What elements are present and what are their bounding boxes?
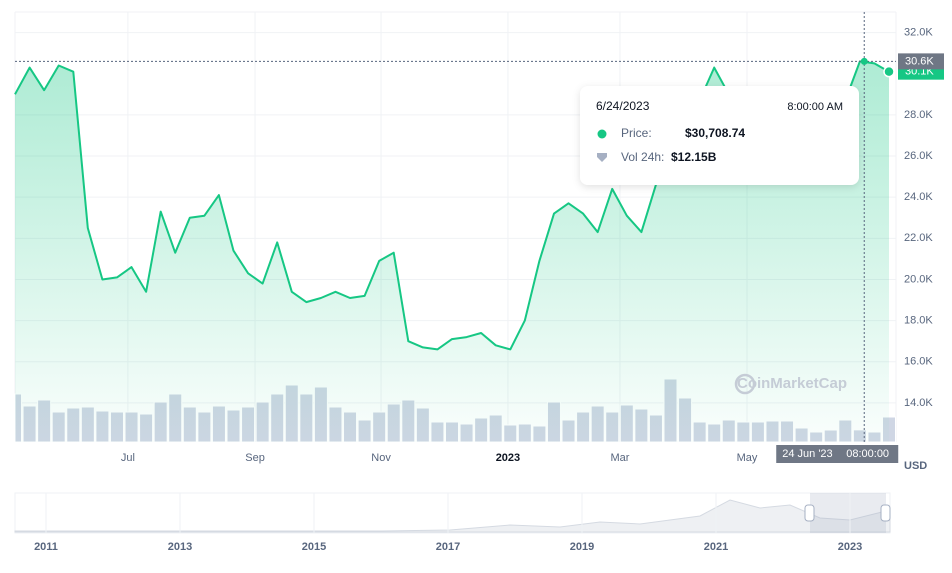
axes: 14.0K 16.0K 18.0K 20.0K 22.0K 24.0K 26.0K 28.0K… [121,26,944,464]
navigator-year: 2021 [704,541,728,553]
navigator-handle[interactable] [804,504,815,522]
y-tick-label: 26.0K [904,150,933,162]
tooltip-price: $30,708.74 [685,126,745,140]
navigator-year: 2015 [302,541,326,553]
crosshair-date-label: 24 Jun '23 [782,448,832,460]
crosshair-dot [860,57,868,65]
tooltip-price-dot [597,129,607,139]
y-tick-label: 18.0K [904,315,933,327]
x-tick-label: 2023 [496,452,520,464]
navigator-selection[interactable] [810,493,886,533]
crosshair-time-label: 08:00:00 [846,448,889,460]
y-tick-label: 32.0K [904,26,933,38]
y-tick-label: 24.0K [904,191,933,203]
navigator-year: 2011 [34,541,58,553]
x-tick-label: Mar [610,452,629,464]
x-tick-label: Sep [245,452,265,464]
watermark: CoinMarketCap [737,375,847,392]
y-unit: USD [904,460,927,472]
navigator-year: 2017 [436,541,460,553]
crosshair-price-box [898,53,944,70]
tooltip-date: 6/24/2023 [596,99,650,113]
x-tick-label: Nov [371,452,391,464]
y-tick-label: 16.0K [904,356,933,368]
crosshair-date-box [776,445,899,463]
y-tick-label: 14.0K [904,397,933,409]
tooltip-volume-icon [597,153,607,162]
navigator: 2011 2013 2015 2017 2019 2021 2023 [14,492,891,553]
tooltip: 6/24/2023 8:00:00 AM Price: $30,708.74 V… [580,86,859,185]
y-tick-label: 20.0K [904,273,933,285]
crosshair-price-label: 30.6K [905,55,934,67]
tooltip-box [580,86,859,185]
y-tick-label: 22.0K [904,232,933,244]
tooltip-price-label: Price: [621,126,652,140]
navigator-year: 2019 [570,541,594,553]
tooltip-volume-label: Vol 24h: [621,150,664,164]
navigator-year: 2013 [168,541,192,553]
navigator-handle[interactable] [880,504,891,522]
watermark-logo [734,373,756,395]
crosshair [15,12,896,442]
y-tick-label: 28.0K [904,109,933,121]
x-tick-label: Jul [121,452,135,464]
x-tick-label: May [737,452,758,464]
tooltip-time: 8:00:00 AM [787,101,843,113]
last-point [883,65,895,78]
navigator-year: 2023 [838,541,862,553]
tooltip-volume: $12.15B [671,150,717,164]
